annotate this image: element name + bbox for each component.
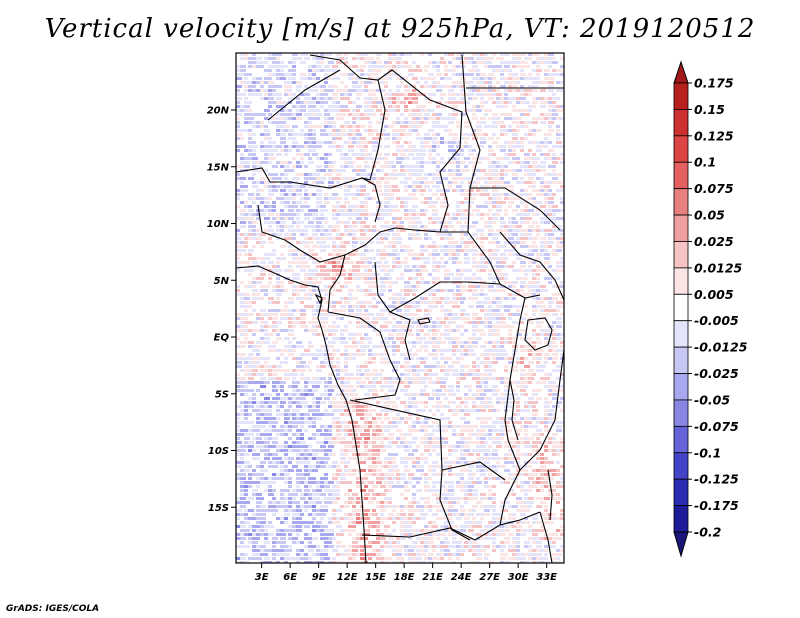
colorbar-swatch: [673, 505, 689, 533]
chart-title: Vertical velocity [m/s] at 925hPa, VT: 2…: [44, 14, 756, 44]
longitude-ticks: 3E 6E 9E 12E 15E 18E 21E 24E 27E 30E 33E: [255, 563, 557, 583]
lon-tick-label: 27E: [479, 572, 500, 583]
velocity-field: [236, 53, 564, 563]
border-line: [470, 187, 561, 231]
colorbar-label: 0.05: [694, 208, 725, 223]
colorbar-swatch: [673, 214, 689, 242]
border-line: [441, 461, 506, 481]
lat-tick-label: 15N: [207, 162, 230, 173]
colorbar-label: -0.075: [694, 419, 739, 434]
colorbar-top-arrow: [673, 60, 689, 84]
border-line: [465, 111, 481, 233]
lat-tick-label: 5N: [214, 276, 230, 287]
colorbar-swatch: [673, 135, 689, 163]
colorbar-bottom-arrow: [673, 531, 689, 558]
colorbar-label: 0.175: [694, 76, 734, 91]
colorbar-swatch: [673, 452, 689, 480]
colorbar: 0.175 0.15 0.125 0.1 0.075 0.05 0.025 0.0125 0.0…: [673, 60, 748, 558]
colorbar-label: -0.025: [694, 366, 739, 381]
colorbar-swatch: [673, 346, 689, 374]
lat-tick-label: 5S: [215, 389, 229, 400]
colorbar-swatch: [673, 399, 689, 427]
colorbar-label: -0.005: [694, 313, 739, 328]
colorbar-label: -0.175: [694, 498, 739, 513]
lon-tick-label: 15E: [365, 572, 386, 583]
colorbar-swatch: [673, 267, 689, 295]
border-line: [236, 265, 367, 563]
colorbar-swatch: [673, 478, 689, 506]
lat-tick-label: 15S: [208, 503, 229, 514]
border-line: [499, 349, 564, 526]
colorbar-label: 0.075: [694, 181, 734, 196]
colorbar-swatch: [673, 373, 689, 401]
border-line: [417, 317, 431, 325]
border-line: [389, 311, 411, 361]
lat-tick-label: 10N: [207, 219, 230, 230]
border-line: [314, 293, 323, 305]
lon-tick-label: 6E: [283, 572, 297, 583]
colorbar-label: 0.025: [694, 234, 734, 249]
border-line: [327, 254, 346, 313]
colorbar-label: 0.125: [694, 128, 734, 143]
grads-credit: GrADS: IGES/COLA: [6, 604, 100, 614]
border-line: [257, 204, 501, 285]
lat-tick-label: 10S: [208, 446, 229, 457]
border-line: [547, 469, 553, 521]
lat-tick-label: EQ: [214, 333, 230, 344]
colorbar-label: -0.2: [694, 525, 721, 540]
country-borders: [236, 54, 564, 563]
lon-tick-label: 9E: [312, 572, 326, 583]
map-frame: [235, 52, 565, 564]
latitude-ticks: 20N 15N 10N 5N EQ 5S 10S 15S: [207, 106, 236, 514]
colorbar-swatch: [673, 82, 689, 110]
colorbar-swatch: [673, 425, 689, 454]
border-line: [539, 511, 553, 563]
colorbar-label: -0.05: [694, 392, 730, 407]
colorbar-label: -0.125: [694, 472, 739, 487]
lon-tick-label: 3E: [255, 572, 269, 583]
colorbar-swatch: [673, 241, 689, 269]
border-line: [361, 511, 541, 541]
border-line: [461, 54, 467, 113]
colorbar-label: 0.1: [694, 155, 716, 170]
lon-tick-label: 24E: [451, 572, 472, 583]
colorbar-label: 0.15: [694, 102, 725, 117]
colorbar-label: 0.005: [694, 287, 734, 302]
border-line: [374, 261, 541, 313]
border-line: [524, 317, 553, 351]
lon-tick-label: 21E: [422, 572, 443, 583]
border-line: [267, 69, 341, 121]
lon-tick-label: 30E: [508, 572, 529, 583]
lon-tick-label: 18E: [394, 572, 415, 583]
border-line: [509, 379, 519, 441]
lon-tick-label: 33E: [536, 572, 557, 583]
colorbar-swatch: [673, 109, 689, 137]
border-line: [499, 231, 564, 301]
border-line: [309, 54, 463, 233]
border-line: [361, 79, 386, 181]
colorbar-label: -0.0125: [694, 340, 748, 355]
border-line: [327, 311, 401, 401]
colorbar-swatch: [673, 293, 689, 322]
colorbar-swatch: [673, 161, 689, 190]
border-line: [236, 167, 381, 223]
lat-tick-label: 20N: [207, 106, 230, 117]
lon-tick-label: 12E: [337, 572, 358, 583]
colorbar-swatch: [673, 188, 689, 216]
colorbar-swatch: [673, 320, 689, 348]
border-line: [349, 399, 471, 541]
colorbar-label: 0.0125: [694, 260, 743, 275]
colorbar-label: -0.1: [694, 445, 721, 460]
